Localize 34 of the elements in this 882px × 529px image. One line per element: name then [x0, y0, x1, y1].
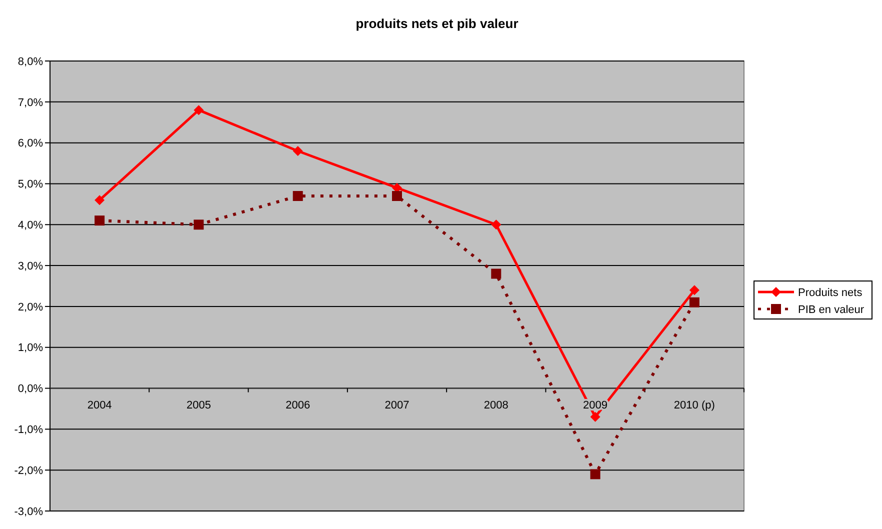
x-tick-label: 2006	[286, 399, 310, 412]
y-tick-label: 5,0%	[18, 178, 44, 191]
y-tick-label: 6,0%	[18, 138, 44, 150]
y-tick-label: 1,0%	[18, 342, 44, 354]
y-tick-label: -2,0%	[14, 464, 44, 477]
y-tick-label: 8,0%	[18, 56, 44, 68]
point	[194, 105, 204, 116]
y-tick-label: 2,0%	[18, 301, 44, 314]
legend-label: Produits nets	[798, 286, 863, 299]
y-tick-label: 4,0%	[18, 219, 44, 232]
chart-title: produits nets et pib valeur	[356, 16, 518, 31]
point	[94, 216, 105, 226]
point	[194, 220, 204, 230]
y-tick-label: 0,0%	[18, 383, 44, 396]
y-tick-label: -1,0%	[14, 424, 44, 436]
point	[491, 268, 502, 279]
x-tick-label: 2007	[384, 399, 410, 412]
point	[689, 285, 700, 296]
y-tick-label: -3,0%	[14, 506, 44, 518]
point	[590, 412, 600, 422]
x-tick-label: 2004	[87, 399, 112, 412]
point	[94, 195, 105, 206]
point	[392, 191, 402, 201]
x-tick-label: 2005	[186, 399, 211, 412]
x-tick-label: 2008	[484, 399, 508, 412]
legend-label: PIB en valeur	[798, 304, 864, 316]
point	[292, 191, 303, 201]
point	[689, 297, 700, 308]
y-tick-label: 3,0%	[18, 260, 44, 272]
x-tick-label: 2010 (p)	[674, 399, 715, 412]
point	[590, 469, 600, 480]
point	[491, 220, 502, 230]
point	[292, 146, 303, 156]
y-tick-label: 7,0%	[18, 96, 44, 109]
